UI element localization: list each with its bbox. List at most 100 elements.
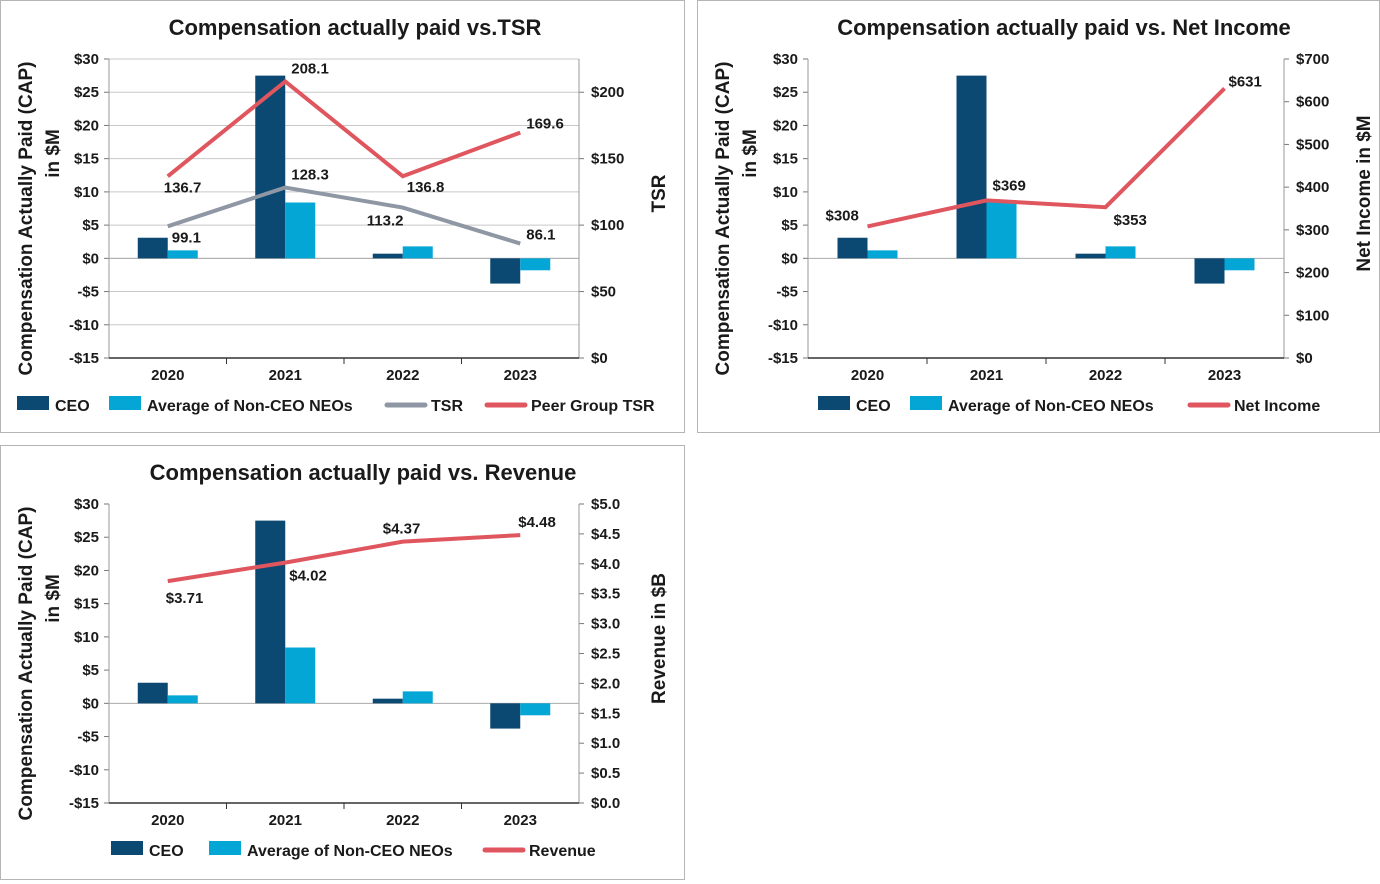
bar-ceo [372,698,403,704]
data-label: $631 [1229,73,1262,90]
y-axis-label: Compensation Actually Paid (CAP) [713,62,734,376]
bar-non-ceo [402,246,433,259]
y-tick-label: $30 [74,496,99,513]
data-label: 86.1 [526,227,555,244]
bar-non-ceo [520,703,551,716]
y-tick-label: -$10 [69,317,99,334]
y2-tick-label: $500 [1296,136,1329,153]
chart-title: Compensation actually paid vs.TSR [169,15,542,40]
chart-net-income: Compensation actually paid vs. Net Incom… [713,15,1375,415]
y2-axis-label: TSR [649,174,670,212]
legend-item: Peer Group TSR [531,398,655,415]
y-tick-label: $5 [781,217,798,234]
legend-item: Average of Non-CEO NEOs [948,398,1154,415]
y-tick-label: $0 [82,250,99,267]
y2-tick-label: $600 [1296,94,1329,111]
x-tick-label: 2020 [151,367,184,384]
y2-tick-label: $100 [591,217,624,234]
legend-swatch [209,841,241,855]
legend-swatch [111,841,143,855]
legend-item: Revenue [529,843,596,860]
y2-tick-label: $1.5 [591,705,620,722]
legend-item: Average of Non-CEO NEOs [147,398,353,415]
bar-non-ceo [1224,258,1255,271]
y2-tick-label: $150 [591,151,624,168]
bar-non-ceo [285,202,316,259]
legend-item: Net Income [1234,398,1320,415]
legend-swatch [910,396,942,410]
line-net-income [867,87,1226,229]
y-tick-label: $5 [82,217,99,234]
bar-ceo [137,682,168,704]
x-tick-label: 2023 [1208,367,1241,384]
line-tsr [167,185,521,246]
legend-swatch [17,396,49,410]
chart-tsr: Compensation actually paid vs.TSR -$15 -$1… [16,15,670,415]
y-tick-label: $30 [74,51,99,68]
bar-ceo [490,703,521,729]
y2-tick-label: $0.0 [591,795,620,812]
y-tick-label: -$5 [77,284,99,301]
legend-item: Average of Non-CEO NEOs [247,843,453,860]
line-revenue [167,533,521,584]
y2-tick-label: $100 [1296,307,1329,324]
y-tick-label: -$10 [69,762,99,779]
y2-tick-label: $400 [1296,179,1329,196]
y-tick-label: $5 [82,662,99,679]
y-axis-label-units: in $M [740,129,761,178]
y-tick-label: -$15 [69,350,99,367]
bar-non-ceo [402,691,433,704]
x-tick-label: 2021 [269,812,302,829]
y-tick-label: -$5 [77,729,99,746]
chart-revenue: Compensation actually paid vs. Revenue -$… [16,460,670,860]
y2-axis-label: Revenue in $B [649,573,670,704]
bar-ceo [1075,253,1106,259]
data-label: 136.7 [164,179,202,196]
x-tick-label: 2022 [386,367,419,384]
bar-ceo [837,237,868,259]
y2-tick-label: $4.0 [591,556,620,573]
y-tick-label: $25 [74,529,99,546]
bar-non-ceo [986,202,1017,259]
y-tick-label: $15 [773,151,798,168]
y-tick-label: $10 [773,184,798,201]
y-axis-label-units: in $M [43,574,64,623]
x-tick-label: 2021 [970,367,1003,384]
y-tick-label: $10 [74,184,99,201]
y-tick-label: $30 [773,51,798,68]
bar-ceo [1194,258,1225,284]
bar-non-ceo [285,647,316,704]
chart-title: Compensation actually paid vs. Revenue [150,460,577,485]
data-label: $4.02 [289,568,327,585]
bar-ceo [255,520,286,704]
y2-tick-label: $3.5 [591,586,620,603]
legend-item: TSR [431,398,463,415]
y2-tick-label: $1.0 [591,735,620,752]
y-tick-label: -$5 [776,284,798,301]
bar-ceo [255,75,286,259]
y2-tick-label: $0 [1296,350,1313,367]
bar-non-ceo [167,250,198,259]
data-label: $353 [1114,212,1147,229]
y-tick-label: -$15 [768,350,798,367]
y2-tick-label: $50 [591,284,616,301]
legend-swatch [818,396,850,410]
bar-ceo [372,253,403,259]
x-tick-label: 2022 [386,812,419,829]
y2-tick-label: $2.0 [591,675,620,692]
y2-tick-label: $4.5 [591,526,620,543]
bar-ceo [956,75,987,259]
data-label: 208.1 [291,60,329,77]
data-label: $4.37 [383,521,421,538]
y-tick-label: $20 [74,117,99,134]
data-label: 113.2 [367,213,404,230]
x-tick-label: 2020 [851,367,884,384]
y-tick-label: $25 [773,84,798,101]
x-tick-label: 2020 [151,812,184,829]
y2-axis-label: Net Income in $M [1354,115,1375,271]
bar-non-ceo [167,695,198,704]
y2-tick-label: $5.0 [591,496,620,513]
bar-ceo [137,237,168,259]
y-tick-label: $10 [74,629,99,646]
y2-tick-label: $3.0 [591,616,620,633]
